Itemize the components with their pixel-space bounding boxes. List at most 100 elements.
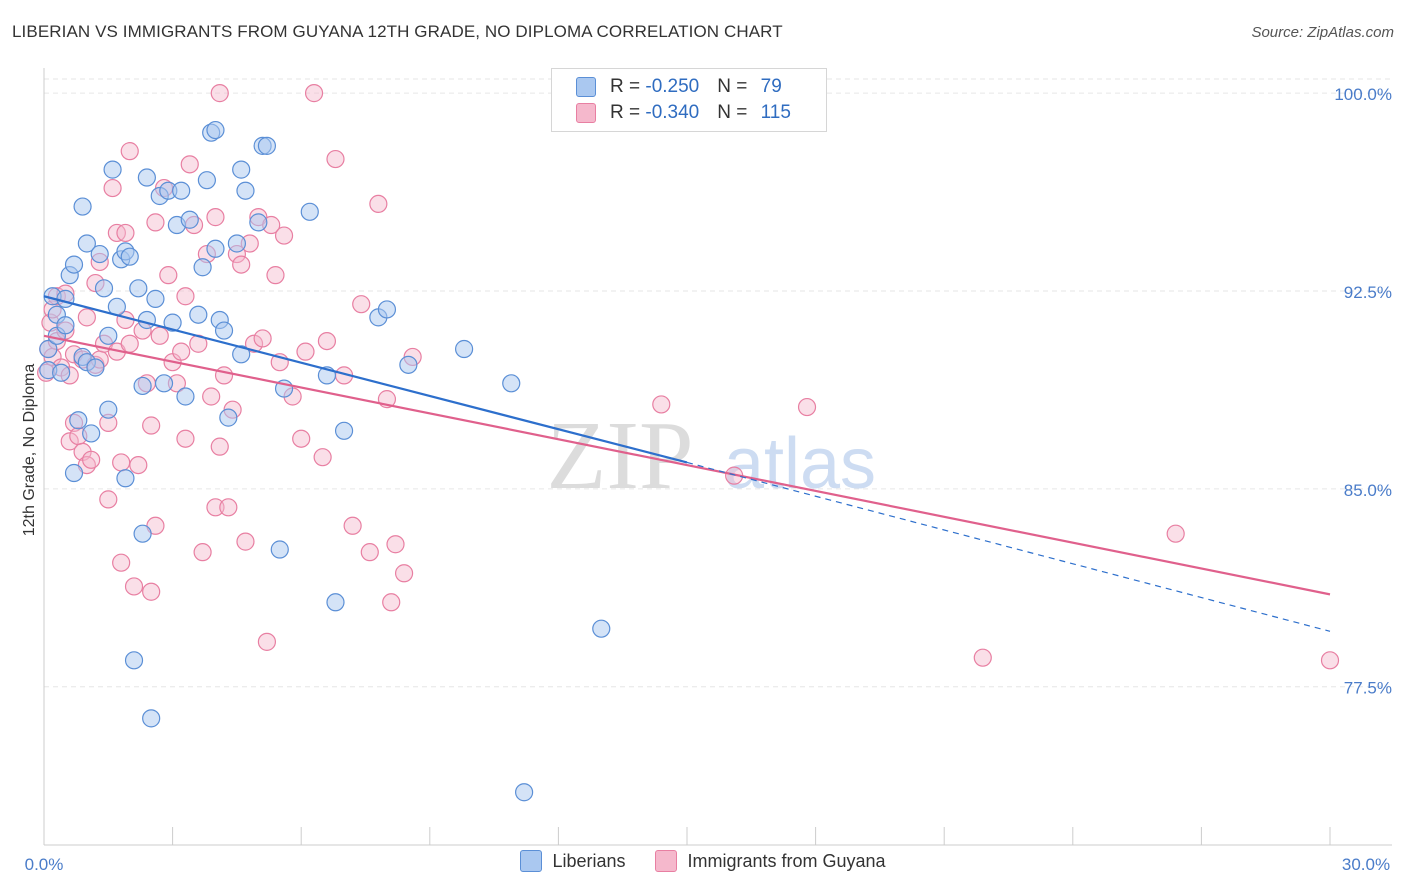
guyana-point <box>210 84 229 103</box>
liberians-point <box>137 310 156 330</box>
liberians-point <box>142 709 161 728</box>
liberians-point <box>99 400 118 419</box>
guyana-r-value: -0.340 <box>645 102 700 123</box>
stats-row-guyana: R = -0.340 N = 115 <box>576 101 791 125</box>
guyana-point <box>343 516 362 535</box>
stats-legend: R = -0.250 N = 79 R = -0.340 N = 115 <box>551 68 827 132</box>
liberians-point <box>270 540 289 559</box>
guyana-point <box>232 255 251 274</box>
guyana-point <box>142 416 161 435</box>
guyana-point <box>274 226 294 245</box>
guyana-point <box>386 535 405 554</box>
guyana-point <box>652 395 671 414</box>
liberians-point <box>103 160 122 179</box>
guyana-r-label: R = <box>610 102 646 123</box>
guyana-point <box>77 308 96 327</box>
y-tick-label: 85.0% <box>1344 481 1392 500</box>
liberians-point <box>99 326 118 345</box>
guyana-point <box>120 142 139 161</box>
guyana-point <box>112 553 131 572</box>
liberians-r-label: R = <box>610 76 646 97</box>
guyana-n-label: N = <box>717 102 753 123</box>
guyana-point <box>313 448 332 467</box>
liberians-point <box>214 321 234 340</box>
y-tick-label: 77.5% <box>1344 679 1392 698</box>
guyana-point <box>304 84 324 103</box>
liberians-point <box>502 374 521 393</box>
guyana-point <box>82 450 101 469</box>
guyana-point <box>150 326 169 345</box>
liberians-point <box>56 289 75 308</box>
liberians-point <box>236 181 255 200</box>
guyana-point <box>99 490 118 509</box>
guyana-point <box>146 213 165 232</box>
x-tick-label-min: 0.0% <box>25 855 64 874</box>
guyana-point <box>60 432 79 451</box>
liberians-point <box>180 210 199 229</box>
liberians-point <box>86 358 105 377</box>
guyana-point <box>124 577 144 596</box>
liberians-n-label: N = <box>717 76 753 97</box>
legend-item-guyana[interactable]: Immigrants from Guyana <box>655 850 886 872</box>
liberians-point <box>94 279 114 298</box>
liberians-swatch <box>576 77 596 97</box>
chart-title: LIBERIAN VS IMMIGRANTS FROM GUYANA 12TH … <box>12 22 783 41</box>
guyana-point <box>1166 524 1185 543</box>
liberians-point <box>189 305 208 324</box>
liberians-point <box>39 339 58 359</box>
x-tick-label-max: 30.0% <box>1342 855 1390 874</box>
y-axis-label-wrap: 12th Grade, No Diploma <box>10 300 50 600</box>
guyana-point <box>206 498 225 517</box>
stats-row-liberians: R = -0.250 N = 79 <box>576 75 782 99</box>
liberians-point <box>64 463 84 483</box>
liberians-point <box>120 247 139 266</box>
guyana-point <box>317 331 337 351</box>
guyana-n-value: 115 <box>760 102 791 123</box>
liberians-point <box>176 387 195 406</box>
guyana-point <box>219 498 238 517</box>
liberians-point <box>116 469 135 488</box>
watermark-zip: ZIP <box>547 402 694 510</box>
guyana-point <box>369 194 388 214</box>
liberians-point <box>77 234 96 253</box>
liberians-trend-line <box>43 295 688 464</box>
axes <box>43 68 1392 846</box>
guyana-point <box>1320 651 1340 670</box>
guyana-point <box>159 266 178 285</box>
guyana-point <box>253 329 272 348</box>
liberians-point <box>206 239 225 258</box>
guyana-point <box>214 366 234 385</box>
legend-swatch-guyana <box>655 850 678 872</box>
liberians-point <box>64 255 84 274</box>
legend-swatch-liberians <box>520 850 543 872</box>
source-label: Source: ZipAtlas.com <box>1251 24 1394 41</box>
guyana-point <box>116 223 135 243</box>
guyana-trend-line <box>43 334 1331 596</box>
y-tick-label: 92.5% <box>1344 283 1392 302</box>
legend-item-liberians[interactable]: Liberians <box>520 850 625 872</box>
guyana-point <box>202 387 221 406</box>
guyana-point <box>973 648 992 667</box>
liberians-point <box>73 197 92 216</box>
guyana-point <box>244 334 264 353</box>
liberians-point <box>172 181 191 200</box>
guyana-point <box>180 155 199 174</box>
guyana-point <box>103 178 122 198</box>
liberians-point <box>146 289 165 308</box>
guyana-swatch <box>576 103 596 123</box>
liberians-point <box>300 202 319 221</box>
guyana-point <box>193 543 212 562</box>
guyana-point <box>120 334 139 353</box>
liberians-point <box>326 593 345 612</box>
trend-lines <box>43 295 1331 632</box>
liberians-point <box>592 619 611 638</box>
liberians-point <box>399 355 418 374</box>
liberians-point <box>232 160 251 179</box>
guyana-point <box>206 208 225 227</box>
liberians-point <box>377 300 397 319</box>
guyana-point <box>394 564 414 583</box>
guyana-point <box>382 593 401 612</box>
x-tick-labels: 0.0% 30.0% <box>25 855 1390 874</box>
liberians-n-value: 79 <box>760 76 782 97</box>
